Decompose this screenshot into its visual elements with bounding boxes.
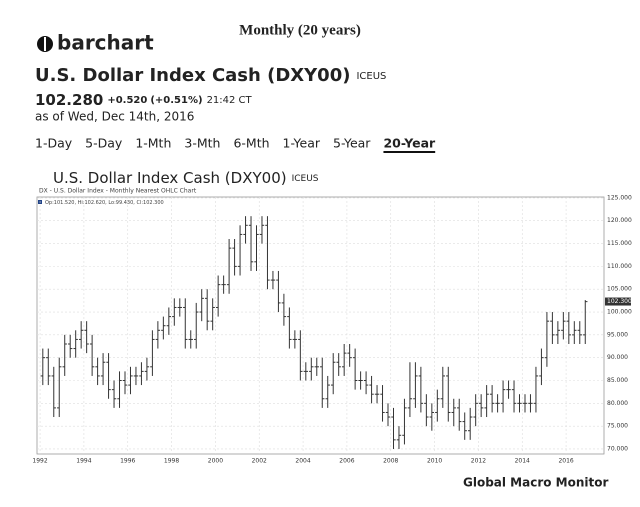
quote: 102.280 +0.520 (+0.51%) 21:42 CT xyxy=(35,91,253,109)
x-tick-label: 1994 xyxy=(76,458,91,465)
x-tick-label: 2006 xyxy=(339,458,354,465)
y-tick-label: 125.000 xyxy=(607,194,632,201)
tabs: 1-Day 5-Day 1-Mth 3-Mth 6-Mth 1-Year 5-Year 20-… xyxy=(35,136,436,153)
x-tick-label: 2000 xyxy=(208,458,223,465)
instrument-title: U.S. Dollar Index Cash (DXY00) ICEUS xyxy=(35,65,386,86)
footer: Global Macro Monitor xyxy=(463,476,609,490)
y-tick-label: 105.000 xyxy=(607,286,632,293)
chart-heading-exchange: ICEUS xyxy=(292,174,319,184)
plot-frame xyxy=(36,196,605,455)
logo-icon-bar xyxy=(44,37,46,51)
instrument-exchange: ICEUS xyxy=(356,71,386,82)
chart-heading: U.S. Dollar Index Cash (DXY00) ICEUS xyxy=(53,169,319,187)
tab[interactable]: 1-Year xyxy=(283,136,321,151)
y-tick-label: 85.000 xyxy=(607,377,628,384)
legend-text: Op:101.520, Hi:102.620, Lo:99.430, Cl:10… xyxy=(45,200,164,206)
instrument-name: U.S. Dollar Index Cash (DXY00) xyxy=(35,65,350,86)
tab[interactable]: 5-Day xyxy=(85,136,123,151)
tab[interactable]: 1-Mth xyxy=(135,136,171,151)
x-tick-label: 1992 xyxy=(32,458,47,465)
x-tick-label: 2014 xyxy=(515,458,530,465)
x-tick-label: 2002 xyxy=(252,458,267,465)
y-tick-label: 110.000 xyxy=(607,263,632,270)
plot: 70.000 75.000 80.000 85.000 90.000 95.000 100.… xyxy=(32,194,632,464)
logo: barchart xyxy=(57,31,154,55)
quote-time: 21:42 CT xyxy=(207,95,253,106)
y-tick-label: 100.000 xyxy=(607,309,632,316)
y-tick-label: 80.000 xyxy=(607,400,628,407)
tab[interactable]: 3-Mth xyxy=(184,136,220,151)
x-tick-label: 1996 xyxy=(120,458,135,465)
last-price-label: 102.300 xyxy=(607,298,632,305)
tab[interactable]: 20-Year xyxy=(383,136,436,151)
change: +0.520 xyxy=(107,95,147,106)
y-tick-label: 95.000 xyxy=(607,331,628,338)
y-tick-label: 120.000 xyxy=(607,217,632,224)
y-tick-label: 90.000 xyxy=(607,354,628,361)
x-tick-label: 2012 xyxy=(471,458,486,465)
y-tick-label: 75.000 xyxy=(607,423,628,430)
change-pct: (+0.51%) xyxy=(150,95,202,106)
chart-heading-name: U.S. Dollar Index Cash (DXY00) xyxy=(53,169,287,187)
x-tick-label: 2004 xyxy=(295,458,310,465)
last-price-box xyxy=(605,297,631,306)
chart-title: DX - U.S. Dollar Index - Monthly Nearest… xyxy=(39,188,197,195)
tab[interactable]: 5-Year xyxy=(333,136,371,151)
as-of: as of Wed, Dec 14th, 2016 xyxy=(35,110,194,124)
x-tick-label: 2008 xyxy=(383,458,398,465)
tab[interactable]: 1-Day xyxy=(35,136,73,151)
page-title: Monthly (20 years) xyxy=(239,22,361,38)
y-tick-label: 70.000 xyxy=(607,445,628,452)
active-tab-underline xyxy=(383,151,436,153)
x-tick-label: 1998 xyxy=(164,458,179,465)
x-tick-label: 2010 xyxy=(427,458,442,465)
y-tick-label: 115.000 xyxy=(607,240,632,247)
price: 102.280 xyxy=(35,91,103,109)
x-tick-label: 2016 xyxy=(558,458,573,465)
tab[interactable]: 6-Mth xyxy=(233,136,269,151)
